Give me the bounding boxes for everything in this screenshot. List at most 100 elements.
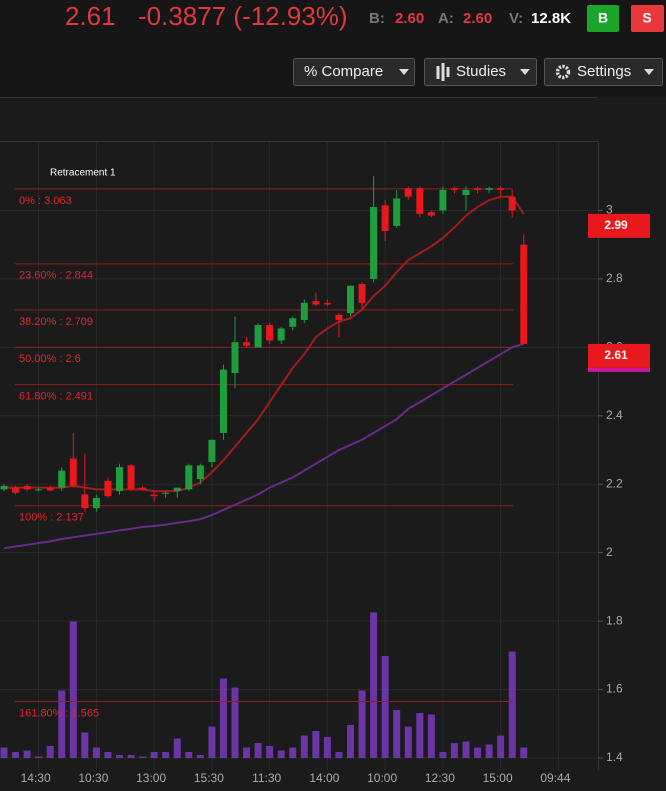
candle-body <box>450 188 458 190</box>
candle-body <box>46 487 54 491</box>
volume-bar <box>12 752 20 758</box>
button-bg <box>293 58 415 86</box>
candle-body <box>69 458 77 486</box>
button-bg <box>424 58 537 86</box>
candle-body <box>474 188 482 190</box>
volume-bar <box>289 747 297 758</box>
volume-bar <box>497 735 505 758</box>
volume-bar <box>266 746 274 758</box>
volume-bar <box>358 690 366 758</box>
candle-body <box>335 314 343 320</box>
fib-title: Retracement 1 <box>50 168 116 179</box>
volume-bar <box>370 612 378 758</box>
volume-bar <box>323 737 331 758</box>
volume-bar <box>116 755 123 758</box>
volume-bar <box>474 747 482 758</box>
fib-label: 161.80% : 1.565 <box>19 707 99 719</box>
volume-bar <box>23 750 31 758</box>
price-badge-label: 2.61 <box>604 348 628 362</box>
candle-body <box>323 302 331 305</box>
ask: 2.60 <box>463 10 492 27</box>
sell-bg <box>631 5 664 32</box>
ma-line <box>4 195 525 493</box>
compare-button[interactable]: % Compare <box>293 58 415 86</box>
fib-label: 61.80% : 2.491 <box>19 391 93 403</box>
settings-button[interactable]: Settings <box>544 58 663 86</box>
gear-icon <box>555 64 571 80</box>
candle-body <box>381 205 389 231</box>
y-tick-label: 2.2 <box>606 476 623 490</box>
buy-bg <box>587 5 619 32</box>
volume-bar <box>69 621 77 758</box>
volume-bar <box>427 714 435 758</box>
button-bg <box>544 58 663 86</box>
candle-body <box>173 487 181 492</box>
volume-bar <box>393 710 401 758</box>
volume-bar <box>416 713 424 758</box>
candle-body <box>300 302 308 320</box>
x-tick-label: 09:44 <box>540 771 570 785</box>
candle-body <box>139 487 147 490</box>
fib-label: 0% : 3.063 <box>19 195 72 207</box>
candle-body <box>58 470 66 488</box>
candle-body <box>12 487 20 493</box>
volume-bar <box>300 735 308 758</box>
studies-button[interactable]: Studies <box>424 58 537 86</box>
volume-bar <box>312 731 320 758</box>
y-tick-label: 2.8 <box>606 271 623 285</box>
fib-label: 100% : 2.137 <box>19 512 84 524</box>
candle-body <box>416 188 424 214</box>
dropdown-arrow <box>399 69 409 75</box>
buy-button[interactable]: B <box>587 5 619 32</box>
y-tick-label: 1.6 <box>606 682 623 696</box>
x-tick-label: 11:30 <box>252 771 281 785</box>
volume-bar <box>185 752 193 758</box>
strip <box>0 98 666 142</box>
volume-bar <box>0 747 8 758</box>
volume-bar <box>208 726 216 758</box>
fib-label: 50.00% : 2.6 <box>19 353 81 365</box>
volume-bar <box>150 752 158 758</box>
candle-body <box>439 189 447 211</box>
price-badge <box>588 213 650 238</box>
last-price: 2.61 <box>65 1 116 31</box>
candle-body <box>347 285 354 314</box>
volume-bar <box>162 752 170 758</box>
ma-badge <box>588 367 650 372</box>
candle-body <box>393 198 401 226</box>
candle-body <box>185 465 193 490</box>
candle-body <box>219 369 227 433</box>
candle-body <box>150 494 158 497</box>
candle-body <box>208 439 216 462</box>
volume-bar <box>58 690 66 758</box>
sell-label: S <box>642 10 651 26</box>
ma-line <box>3 342 525 550</box>
volume-bar <box>347 725 354 758</box>
volume-bar <box>104 752 112 758</box>
candle-body <box>243 342 251 346</box>
volume-bar <box>485 744 493 758</box>
candle-body <box>0 485 8 490</box>
x-tick-label: 15:30 <box>194 771 224 785</box>
x-tick-label: 10:00 <box>367 771 397 785</box>
candle-body <box>485 188 493 190</box>
dropdown-arrow <box>644 69 654 75</box>
change: -0.3877 (-12.93%) <box>138 1 348 31</box>
volume-bar <box>139 756 147 758</box>
x-tick-label: 14:00 <box>309 771 339 785</box>
price-badge <box>588 343 650 368</box>
sell-button[interactable]: S <box>631 5 664 32</box>
ask-label: A: <box>438 10 454 27</box>
volume-bar <box>196 755 204 758</box>
volume-bar <box>277 750 285 758</box>
candle-body <box>104 480 112 497</box>
volume-bar <box>92 747 100 758</box>
x-tick-label: 13:00 <box>136 771 166 785</box>
y-tick-label: 2.4 <box>606 408 623 422</box>
volume-bar <box>404 726 412 758</box>
x-tick-label: 10:30 <box>78 771 108 785</box>
compare-label: % Compare <box>304 63 383 80</box>
y-tick-label: 3 <box>606 203 613 217</box>
y-tick-label: 2 <box>606 545 613 559</box>
